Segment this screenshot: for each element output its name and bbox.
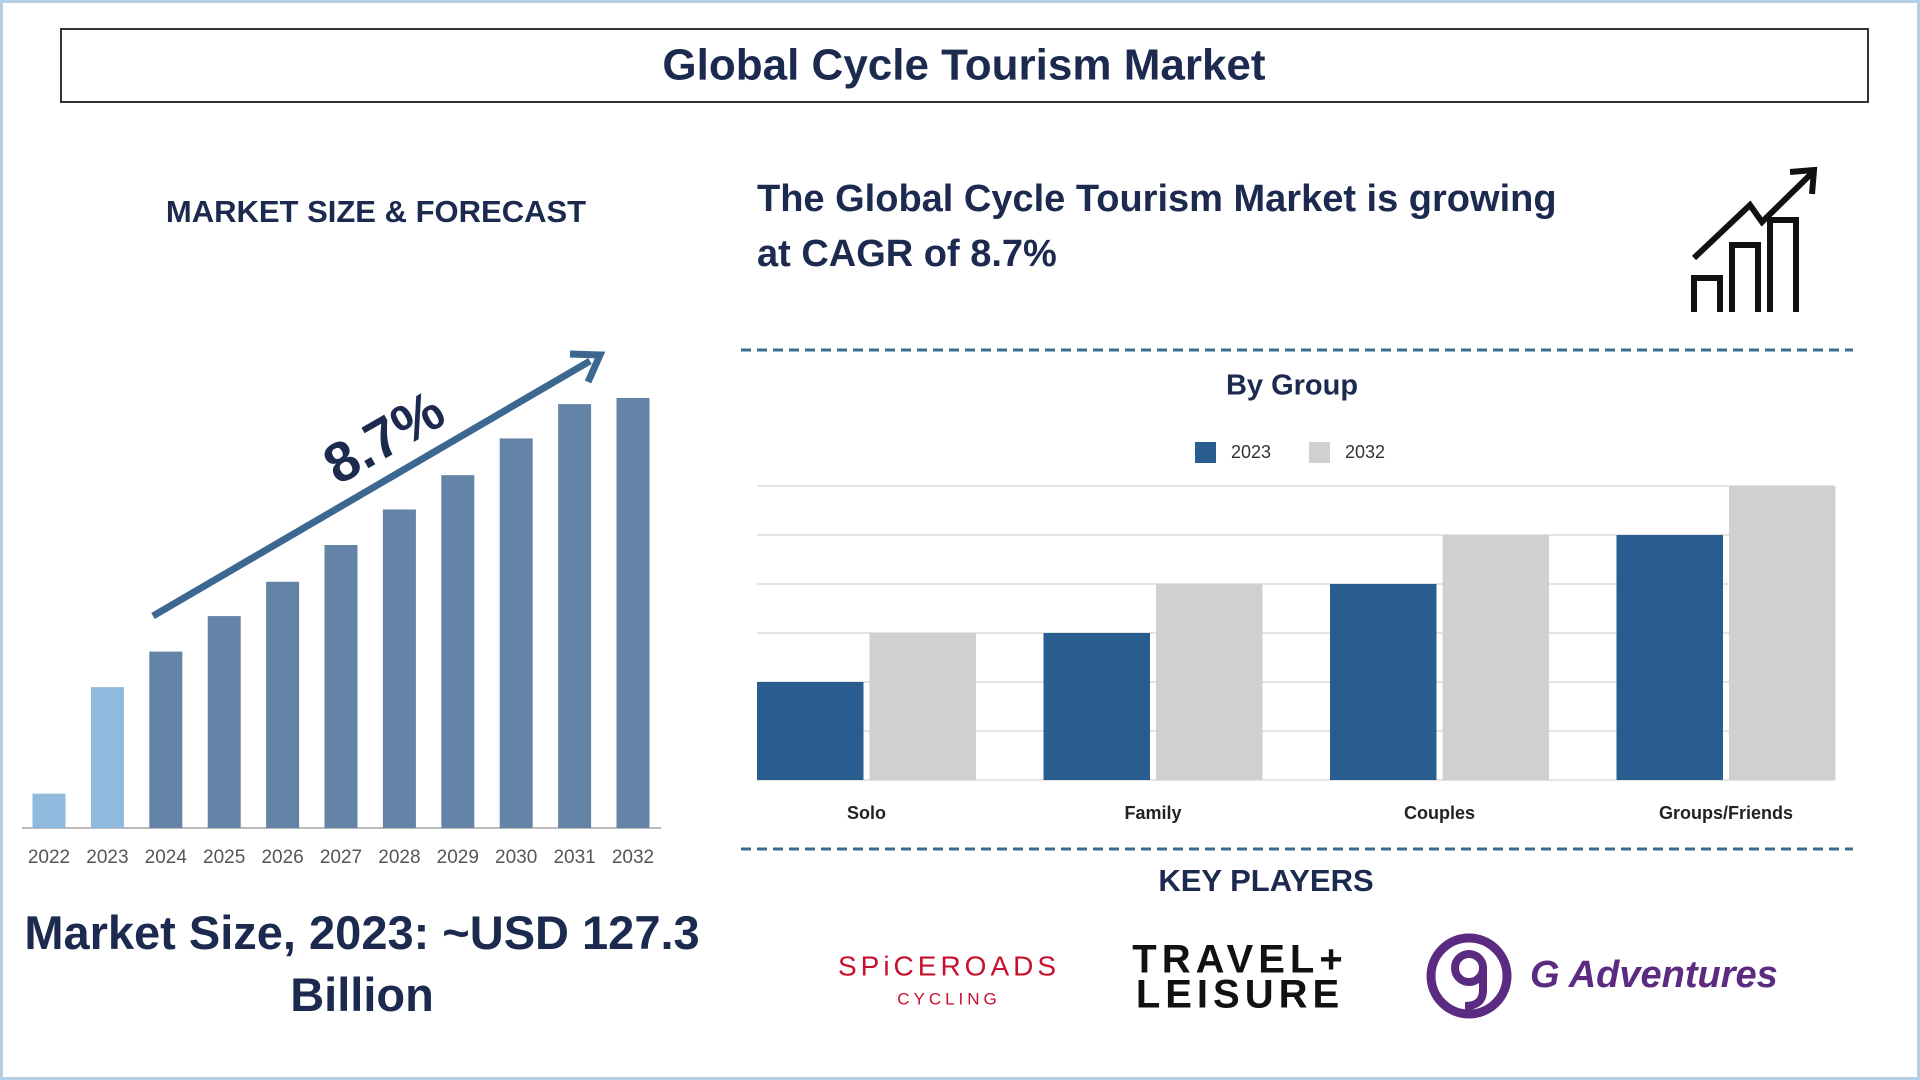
- g-adventures-icon: [1426, 933, 1512, 1019]
- x-tick-label: 2022: [28, 847, 70, 868]
- bar: [499, 438, 533, 828]
- title-box: [60, 28, 1869, 103]
- x-tick-label: 2030: [495, 847, 537, 868]
- bar: [324, 545, 358, 828]
- right-chart-title: By Group: [1226, 370, 1358, 402]
- bar: [382, 509, 416, 828]
- bar: [1442, 535, 1549, 780]
- bar: [1043, 633, 1150, 780]
- x-tick-label: 2031: [553, 847, 595, 868]
- bar: [266, 581, 300, 828]
- logo-text: SPiCEROADS: [838, 950, 1060, 981]
- legend-swatch: [1309, 442, 1330, 463]
- bar: [1156, 584, 1263, 780]
- x-tick-label: 2024: [145, 847, 188, 868]
- key-players-title: KEY PLAYERS: [1158, 863, 1373, 898]
- left-chart-title: MARKET SIZE & FORECAST: [166, 194, 586, 229]
- bar: [207, 616, 241, 828]
- growth-arrow: [151, 357, 592, 620]
- bar: [1616, 535, 1723, 780]
- x-tick-label: 2023: [86, 847, 128, 868]
- headline: The Global Cycle Tourism Market is growi…: [757, 178, 1557, 275]
- bar: [90, 687, 124, 828]
- logo-text: LEISURE: [1136, 973, 1344, 1017]
- legend-label: 2023: [1231, 442, 1271, 462]
- bar: [1729, 486, 1836, 780]
- logo-text: G Adventures: [1530, 954, 1778, 996]
- bar: [757, 682, 864, 780]
- x-tick-label: Solo: [847, 803, 886, 823]
- logo-text: TRAVEL+: [1132, 938, 1347, 982]
- growth-arrow-head: [569, 350, 606, 384]
- bar: [149, 651, 183, 828]
- x-tick-label: 2026: [261, 847, 303, 868]
- x-tick-label: 2032: [612, 847, 654, 868]
- bar: [1330, 584, 1437, 780]
- legend-swatch: [1195, 442, 1216, 463]
- x-tick-label: Family: [1124, 803, 1181, 823]
- x-tick-label: Couples: [1404, 803, 1475, 823]
- page-title: Global Cycle Tourism Market: [662, 41, 1265, 90]
- growth-icon: [1691, 166, 1818, 312]
- x-tick-label: Groups/Friends: [1659, 803, 1793, 823]
- x-tick-label: 2029: [437, 847, 479, 868]
- legend-label: 2032: [1345, 442, 1385, 462]
- x-tick-label: 2028: [378, 847, 420, 868]
- bar: [441, 475, 475, 828]
- bar: [616, 398, 650, 828]
- bar: [869, 633, 976, 780]
- bar: [558, 404, 592, 828]
- x-tick-label: 2027: [320, 847, 362, 868]
- x-tick-label: 2025: [203, 847, 245, 868]
- logo-text: CYCLING: [897, 989, 1001, 1008]
- bar: [32, 793, 66, 828]
- market-size: Market Size, 2023: ~USD 127.3 Billion: [24, 906, 700, 1021]
